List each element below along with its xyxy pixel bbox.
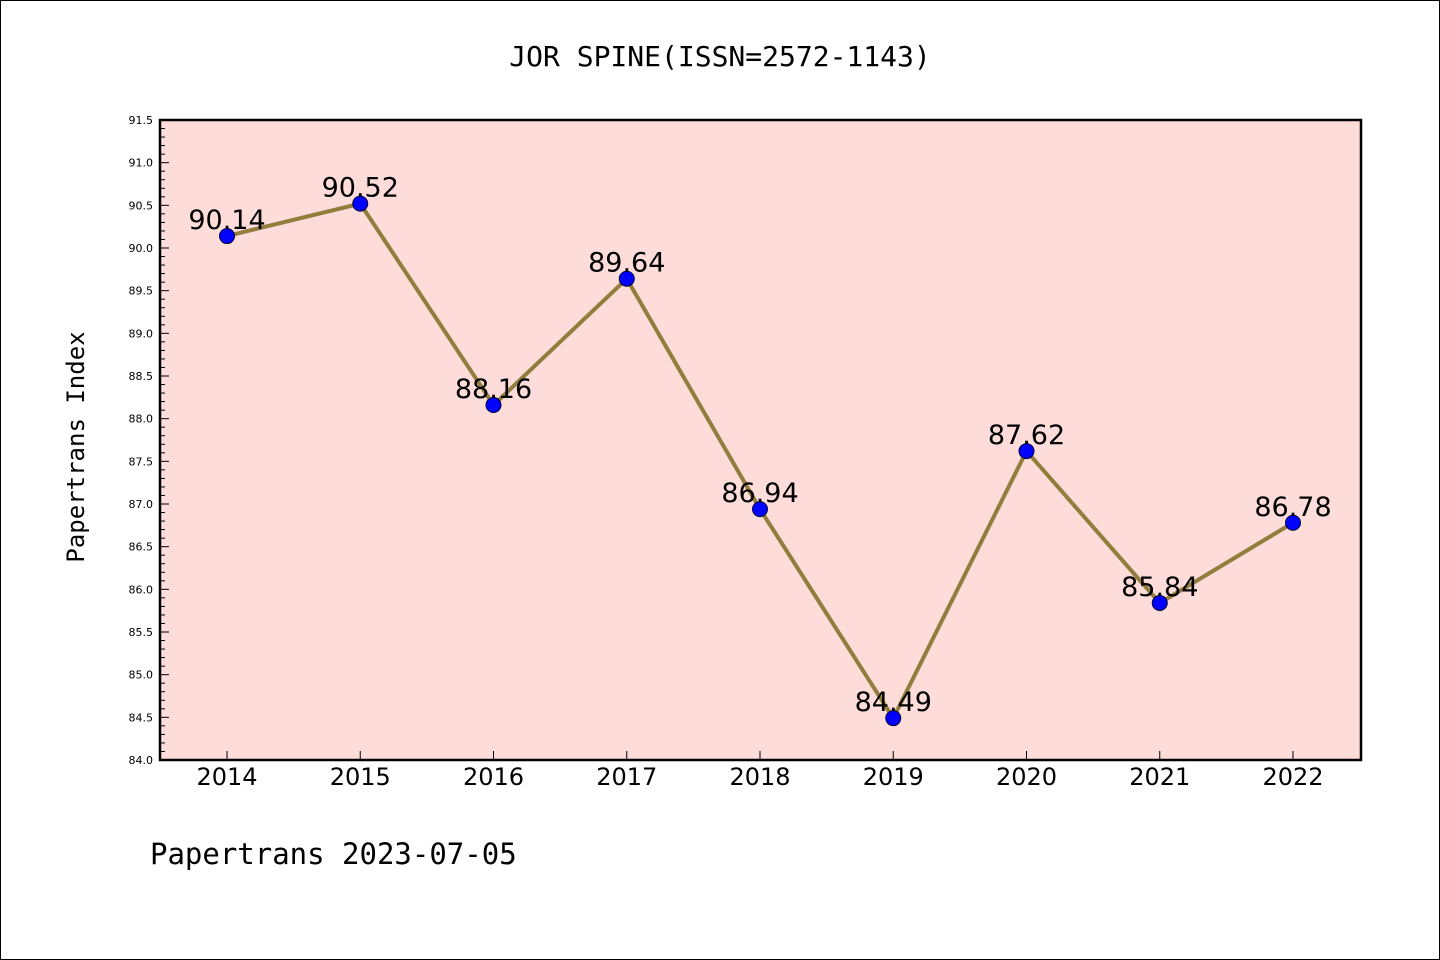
y-axis: 84.0 84.5 85.0 85.5 86.0 86.5 87.0 87.5 88.0 88.5… [129, 114, 169, 767]
chart-title: JOR SPINE(ISSN=2572-1143) [509, 40, 930, 73]
footer-text: Papertrans 2023-07-05 [150, 837, 517, 871]
y-tick-label: 86.0 [129, 583, 154, 596]
data-point [485, 397, 502, 414]
data-point [219, 228, 235, 245]
y-tick-label: 90.0 [129, 242, 154, 255]
data-label: 88.16 [455, 374, 532, 405]
y-tick-label: 88.0 [129, 413, 154, 426]
data-label: 84.49 [855, 687, 932, 718]
y-axis-label: Papertrans Index [62, 331, 90, 562]
y-tick-label: 85.5 [129, 626, 154, 639]
y-tick-label: 91.5 [129, 114, 154, 127]
x-tick-label: 2022 [1262, 763, 1323, 791]
y-tick-label: 89.5 [129, 285, 154, 298]
data-labels: 90.14 90.52 88.16 89.64 86.94 84.49 87.62 85.84… [188, 173, 1331, 719]
plot-border [158, 118, 1363, 762]
data-label: 86.78 [1254, 492, 1331, 523]
data-label: 90.14 [188, 205, 265, 236]
x-tick-label: 2021 [1129, 763, 1190, 791]
data-point [752, 501, 768, 518]
x-axis: 2014 2015 2016 2017 2018 2019 2020 2021 2022 [196, 751, 1324, 791]
data-point [1018, 443, 1035, 460]
data-label: 90.52 [322, 173, 399, 204]
y-tick-label: 88.5 [129, 370, 154, 383]
y-tick-label: 86.5 [129, 541, 154, 554]
plot-area [160, 120, 1361, 760]
data-label: 85.84 [1121, 572, 1198, 603]
y-tick-label: 85.0 [129, 669, 154, 682]
y-tick-label: 84.5 [129, 711, 154, 724]
x-tick-label: 2016 [463, 763, 524, 791]
data-label: 86.94 [721, 478, 798, 509]
y-tick-label: 91.0 [129, 157, 154, 170]
data-point [618, 270, 635, 287]
x-tick-label: 2017 [596, 763, 657, 791]
data-points [219, 195, 1301, 727]
y-tick-label: 84.0 [129, 754, 154, 767]
x-tick-label: 2015 [330, 763, 391, 791]
x-tick-label: 2014 [196, 763, 257, 791]
data-point [1285, 514, 1301, 531]
x-tick-label: 2019 [863, 763, 924, 791]
data-label: 87.62 [988, 420, 1065, 451]
x-tick-label: 2020 [996, 763, 1057, 791]
data-label: 89.64 [588, 248, 665, 279]
data-point [1151, 594, 1168, 611]
y-tick-label: 90.5 [129, 199, 154, 212]
y-tick-label: 89.0 [129, 327, 154, 340]
data-point [352, 195, 369, 212]
y-tick-label: 87.0 [129, 498, 154, 511]
y-tick-label: 87.5 [129, 455, 154, 468]
data-point [885, 710, 902, 727]
x-tick-label: 2018 [729, 763, 790, 791]
